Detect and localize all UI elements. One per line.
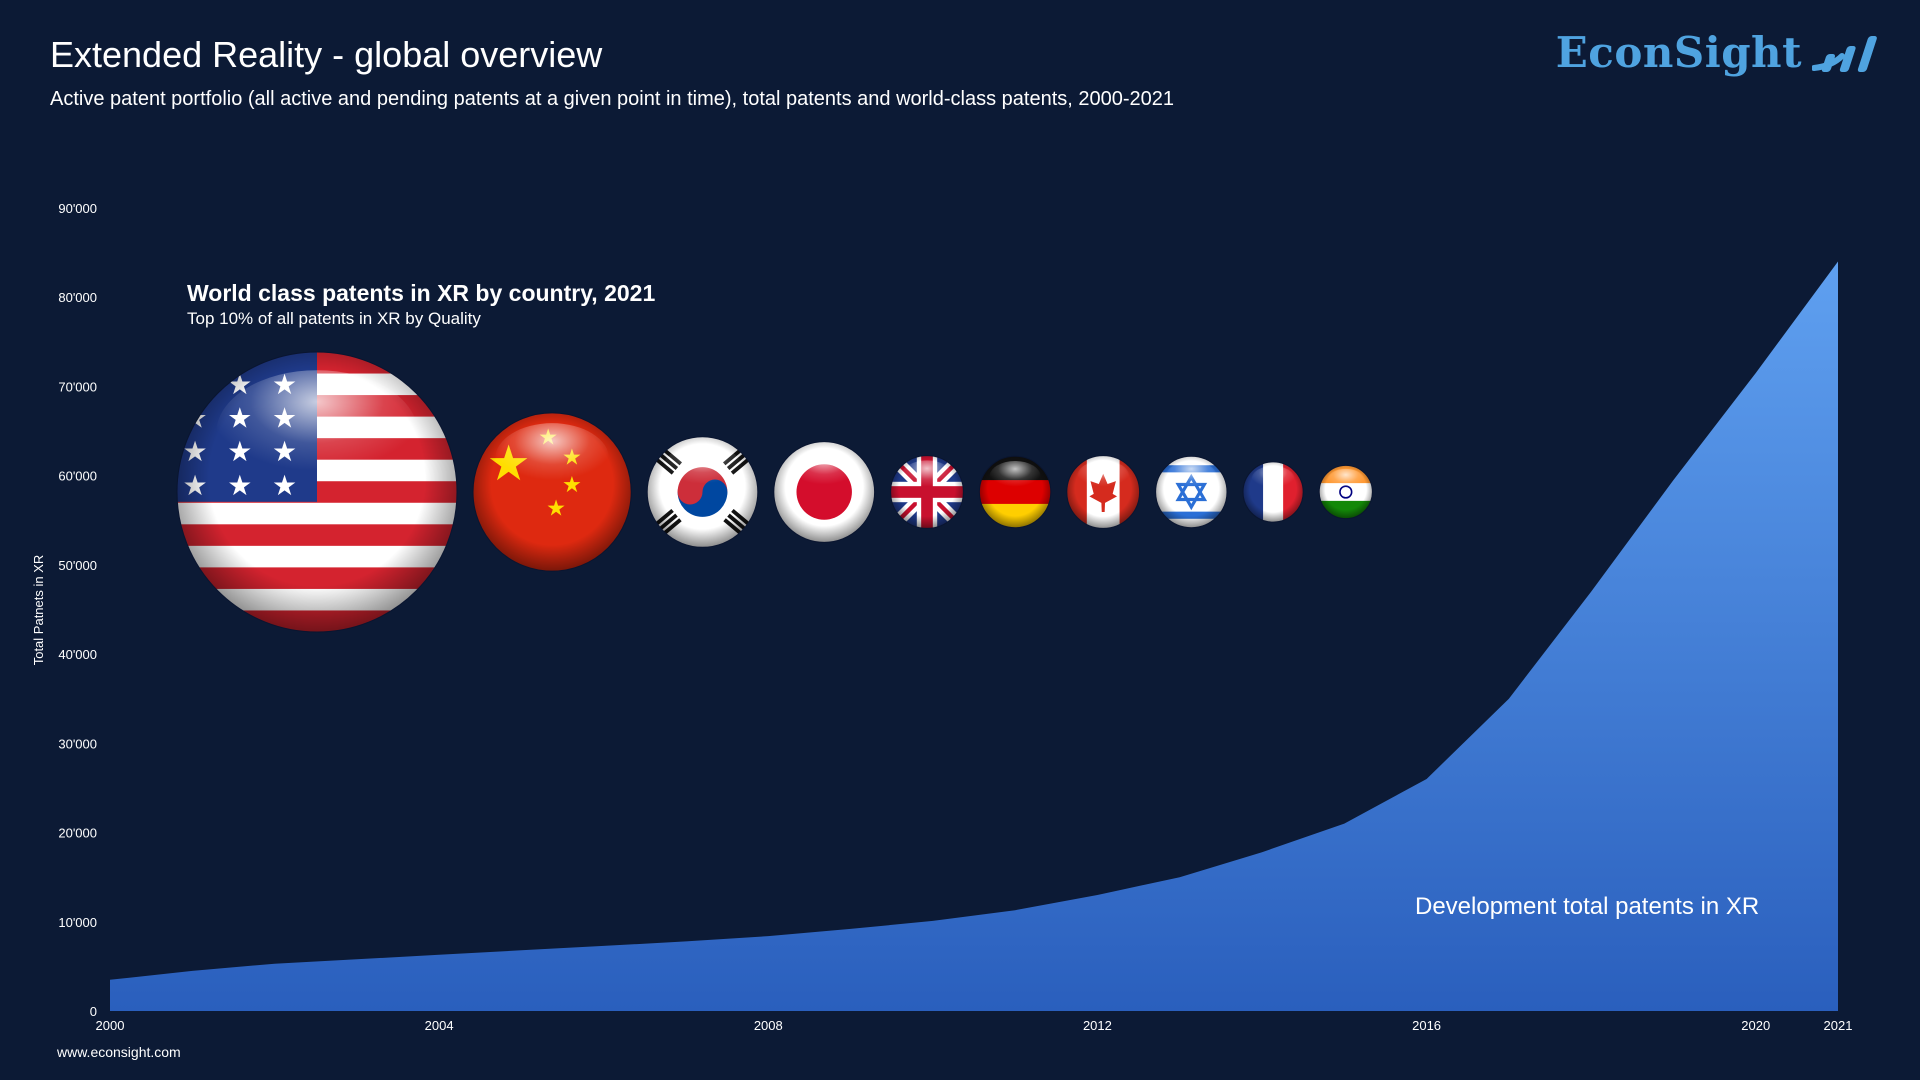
south-korea-flag-icon	[646, 436, 759, 548]
x-tick-label: 2020	[1741, 1018, 1770, 1033]
page-subtitle: Active patent portfolio (all active and …	[50, 88, 1175, 110]
brand-logo: EconSight	[1556, 28, 1892, 77]
france-flag-icon	[1242, 461, 1304, 523]
brand-name: EconSight	[1555, 28, 1802, 77]
x-tick-label: 2008	[754, 1018, 783, 1033]
israel-flag-icon	[1155, 455, 1228, 529]
y-tick-label: 80'000	[58, 290, 97, 305]
x-tick-label: 2004	[425, 1018, 454, 1033]
y-tick-label: 60'000	[58, 469, 97, 484]
svg-text:★: ★	[182, 368, 207, 401]
japan-flag-icon	[773, 441, 876, 543]
y-tick-label: 50'000	[58, 558, 97, 573]
bar-chart-swoosh-icon	[1812, 35, 1877, 72]
uk-flag-icon	[890, 455, 964, 529]
usa-flag-icon: ★★★★★★★★★★★★	[176, 351, 458, 633]
india-flag-icon	[1318, 464, 1373, 520]
area-series-0	[110, 261, 1838, 1011]
y-tick-label: 40'000	[58, 647, 97, 662]
china-flag-icon: ★★★★★	[472, 412, 632, 572]
inset-subtitle: Top 10% of all patents in XR by Quality	[187, 309, 481, 328]
y-axis-label: Total Patnets in XR	[31, 555, 46, 666]
inset-title: World class patents in XR by country, 20…	[187, 280, 655, 306]
y-tick-label: 10'000	[58, 915, 97, 930]
footer-url: www.econsight.com	[57, 1044, 181, 1060]
x-tick-label: 2016	[1412, 1018, 1441, 1033]
page-title: Extended Reality - global overview	[50, 34, 603, 75]
canada-flag-icon	[1066, 455, 1141, 529]
x-tick-label: 2021	[1824, 1018, 1853, 1033]
y-tick-label: 0	[90, 1004, 97, 1019]
x-tick-label: 2012	[1083, 1018, 1112, 1033]
y-tick-label: 30'000	[58, 736, 97, 751]
germany-flag-icon	[978, 455, 1052, 529]
x-tick-label: 2000	[96, 1018, 125, 1033]
series-label: Development total patents in XR	[1415, 893, 1759, 920]
y-tick-label: 70'000	[58, 379, 97, 394]
y-tick-label: 20'000	[58, 826, 97, 841]
y-tick-label: 90'000	[58, 201, 97, 216]
